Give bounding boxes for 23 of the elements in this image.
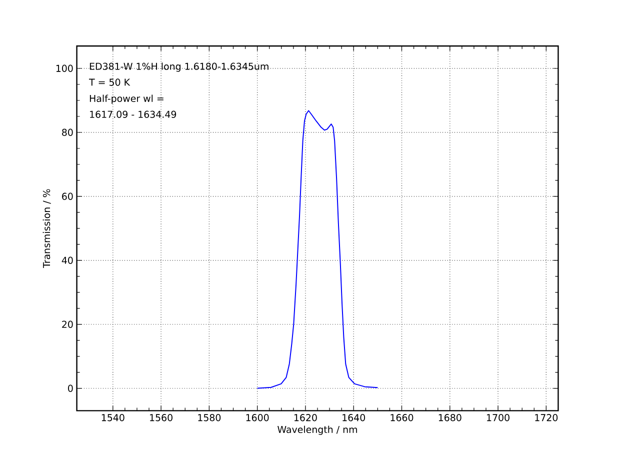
x-tick-label: 1560 — [150, 414, 172, 422]
annotation: 1617.09 - 1634.49 — [90, 110, 176, 118]
x-tick-label: 1720 — [535, 414, 558, 422]
x-tick-label: 1540 — [102, 414, 124, 422]
x-axis-title: Wavelength / nm — [278, 426, 357, 435]
x-tick-label: 1660 — [390, 414, 414, 422]
line-series — [256, 110, 378, 389]
y-tick-label: 40 — [62, 256, 73, 264]
x-tick-label: 1620 — [294, 414, 317, 422]
x-tick-label: 1700 — [487, 414, 510, 422]
x-tick-label: 1680 — [438, 414, 462, 422]
x-tick-label: 1640 — [342, 414, 366, 422]
y-axis-title: Transmission / % — [42, 189, 51, 268]
y-tick-label: 0 — [68, 384, 73, 392]
y-tick-label: 60 — [62, 192, 73, 200]
x-tick-label: 1600 — [246, 414, 269, 422]
annotation: Half-power wl = — [90, 94, 164, 104]
x-tick-label: 1580 — [198, 414, 221, 422]
y-tick-label: 20 — [62, 320, 73, 328]
annotation: T = 50 K — [89, 78, 130, 86]
y-tick-label: 100 — [56, 64, 73, 72]
annotation: ED381-W 1%H long 1.6180-1.6345um — [90, 62, 268, 72]
y-tick-label: 80 — [62, 128, 73, 136]
